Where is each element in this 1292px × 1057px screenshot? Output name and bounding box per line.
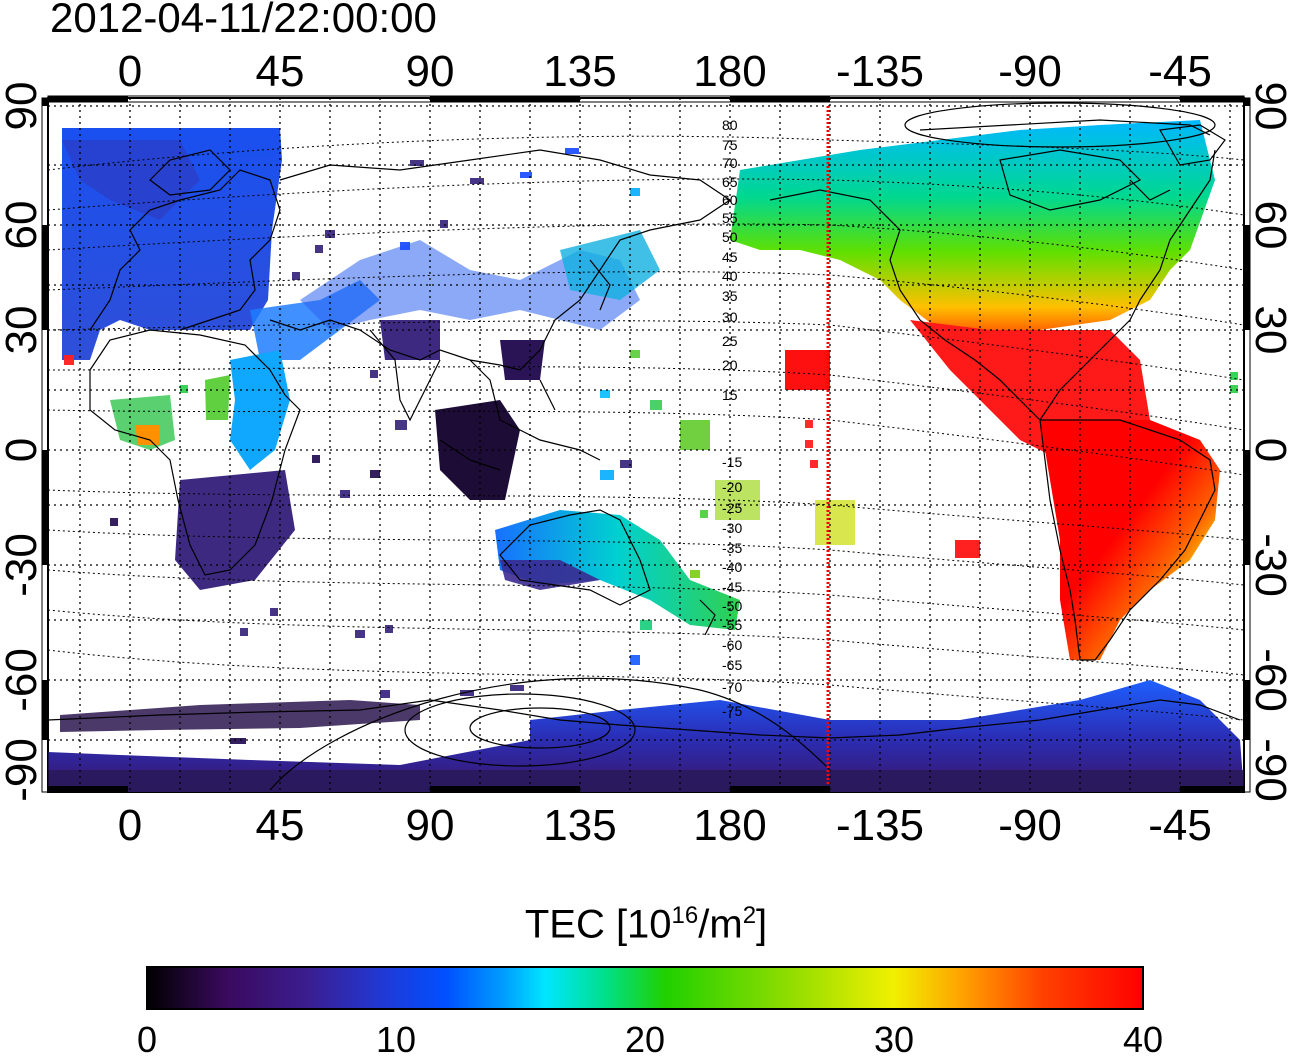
contour-label: -65: [722, 657, 742, 673]
colorbar: [146, 966, 1144, 1010]
lat-label: -90: [1246, 738, 1292, 802]
contour-label: -60: [722, 637, 742, 653]
bottom-lon-labels: 0 45 90 135 180 -135 -90 -45: [118, 801, 1212, 850]
magnetic-contours: [48, 135, 1244, 721]
left-lat-labels: 90 60 30 0 -30 -60 -90: [0, 82, 46, 802]
lat-label: 60: [0, 201, 46, 250]
lat-label: 30: [1246, 306, 1292, 355]
lat-label: -60: [1246, 648, 1292, 712]
contour-label: 60: [722, 192, 738, 208]
contour-labels: 80 75 70 65 60 55 50 45 40 35 30 25 20 1…: [722, 117, 742, 719]
right-lat-labels: 90 60 30 0 -30 -60 -90: [1246, 82, 1292, 802]
lat-label: 90: [0, 82, 46, 131]
contour-label: 55: [722, 210, 738, 226]
lon-label: 45: [256, 47, 305, 96]
contour-label: 35: [722, 288, 738, 304]
colorbar-title-main: TEC [10: [524, 902, 672, 947]
lon-label: -90: [998, 801, 1062, 850]
contour-label: 25: [722, 333, 738, 349]
contour-label: -50: [722, 598, 742, 614]
lon-label: 90: [406, 47, 455, 96]
lat-label: -30: [1246, 533, 1292, 597]
map-plot-area: 80 75 70 65 60 55 50 45 40 35 30 25 20 1…: [48, 98, 1244, 792]
top-lon-labels: 0 45 90 135 180 -135 -90 -45: [118, 47, 1212, 96]
lat-lon-grid: [48, 98, 1244, 792]
colorbar-title-end: ]: [756, 902, 768, 947]
contour-label: -40: [722, 559, 742, 575]
contour-label: -45: [722, 579, 742, 595]
contour-label: 15: [722, 387, 738, 403]
colorbar-tick-label: 10: [376, 1019, 416, 1057]
colorbar-title: TEC [1016/m2]: [0, 902, 1292, 947]
contour-label: 75: [722, 137, 738, 153]
contour-label: -15: [722, 454, 742, 470]
lon-label: 180: [693, 47, 766, 96]
lon-label: -135: [836, 47, 924, 96]
colorbar-tick-label: 20: [625, 1019, 665, 1057]
colorbar-tick-label: 30: [874, 1019, 914, 1057]
lon-label: 90: [406, 801, 455, 850]
contour-label: 65: [722, 174, 738, 190]
lat-label: -30: [0, 533, 46, 597]
frame-ticks: [41, 95, 1251, 793]
contour-label: 20: [722, 357, 738, 373]
map-title: 2012-04-11/22:00:00: [50, 0, 437, 41]
lon-label: 0: [118, 801, 142, 850]
contour-label: -75: [722, 703, 742, 719]
contour-label: 45: [722, 249, 738, 265]
lon-label: -90: [998, 47, 1062, 96]
lon-label: -45: [1148, 801, 1212, 850]
contour-label: -20: [722, 479, 742, 495]
lat-label: 0: [0, 438, 46, 462]
contour-label: 80: [722, 117, 738, 133]
colorbar-tick-label: 0: [137, 1019, 157, 1057]
lat-label: 90: [1246, 82, 1292, 131]
contour-label: 30: [722, 309, 738, 325]
lat-label: 30: [0, 306, 46, 355]
colorbar-title-exp: 16: [671, 902, 699, 929]
contour-label: -55: [722, 617, 742, 633]
lat-label: 0: [1246, 438, 1292, 462]
lat-label: -90: [0, 738, 46, 802]
contour-label: 50: [722, 229, 738, 245]
lon-label: 135: [543, 801, 616, 850]
contour-label: 40: [722, 268, 738, 284]
colorbar-tick-label: 40: [1123, 1019, 1163, 1057]
contour-label: 70: [722, 155, 738, 171]
contour-label: -30: [722, 520, 742, 536]
pole-contours: [269, 102, 1216, 791]
contour-label: -25: [722, 500, 742, 516]
lat-label: -60: [0, 648, 46, 712]
lon-label: 135: [543, 47, 616, 96]
contour-label: -70: [722, 679, 742, 695]
colorbar-title-exp2: 2: [742, 902, 757, 929]
contour-label: -35: [722, 540, 742, 556]
colorbar-title-unit: /m: [698, 902, 743, 947]
lon-label: 45: [256, 801, 305, 850]
lon-label: -45: [1148, 47, 1212, 96]
lon-label: 180: [693, 801, 766, 850]
lat-label: 60: [1246, 201, 1292, 250]
colorbar-ticks: 0 10 20 30 40: [137, 1019, 1163, 1057]
lon-label: -135: [836, 801, 924, 850]
lon-label: 0: [118, 47, 142, 96]
